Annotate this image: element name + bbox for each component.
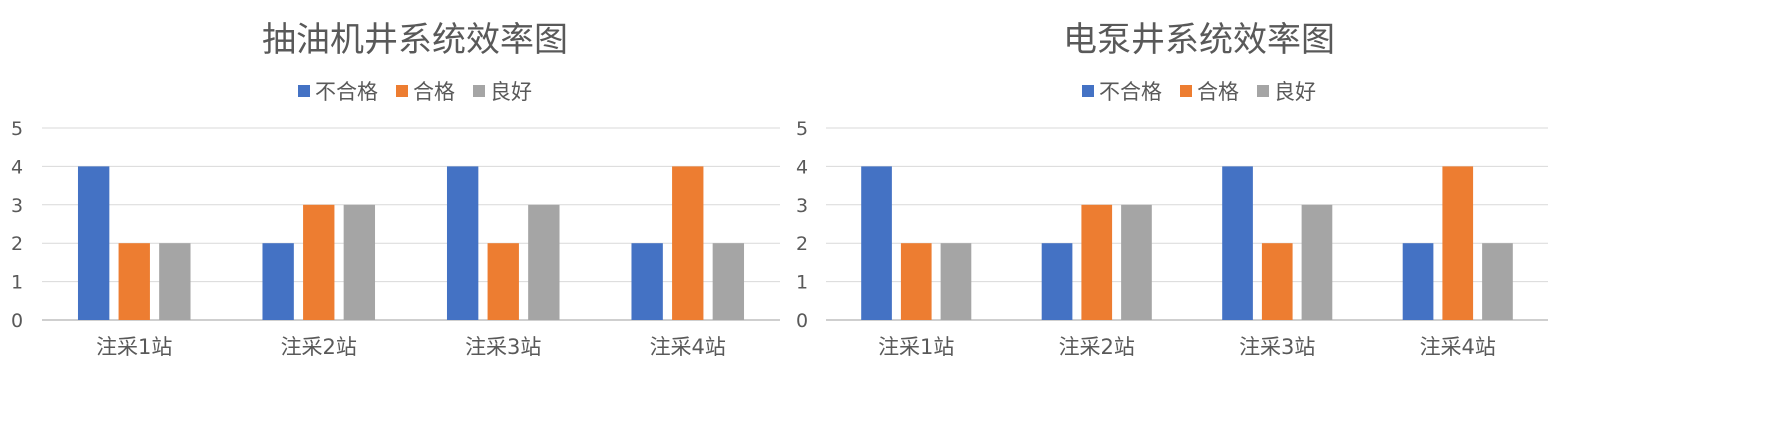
- plot-area: 0 1 2 3 4 5 注采1站 注采2站 注采3站 注采4站: [796, 118, 1548, 359]
- x-tick-label: 注采3站: [465, 335, 541, 359]
- y-tick-label: 3: [796, 195, 808, 217]
- bar: [1081, 204, 1113, 320]
- legend-label: 良好: [1274, 80, 1316, 104]
- bar: [672, 166, 704, 320]
- bar: [861, 166, 892, 320]
- x-tick-label: 注采4站: [1420, 335, 1496, 359]
- legend-label: 良好: [490, 80, 532, 104]
- y-tick-label: 1: [11, 272, 23, 294]
- legend: 不合格 合格 良好: [826, 76, 1572, 106]
- y-tick-label: 0: [11, 310, 23, 332]
- bar: [487, 243, 519, 320]
- legend-swatch: [1180, 85, 1192, 97]
- y-tick-label: 1: [796, 272, 808, 294]
- legend-item: 不合格: [1082, 76, 1162, 106]
- bar: [528, 204, 560, 320]
- x-tick-label: 注采2站: [281, 335, 357, 359]
- y-tick-label: 3: [11, 195, 23, 217]
- legend-item: 良好: [473, 76, 532, 106]
- chart-title: 电泵井系统效率图: [1063, 20, 1335, 60]
- bar: [303, 204, 335, 320]
- legend-label: 不合格: [1099, 80, 1162, 104]
- x-tick-label: 注采4站: [650, 335, 726, 359]
- bar: [1222, 166, 1253, 320]
- bar: [343, 204, 376, 320]
- legend: 不合格 合格 良好: [40, 76, 790, 106]
- legend-swatch: [1082, 85, 1094, 97]
- legend-swatch: [473, 85, 485, 97]
- bar: [118, 243, 150, 320]
- y-tick-label: 5: [11, 118, 23, 140]
- legend-item: 良好: [1257, 76, 1316, 106]
- x-tick-label: 注采2站: [1059, 335, 1135, 359]
- bar: [940, 243, 972, 320]
- legend-item: 不合格: [298, 76, 378, 106]
- bar: [159, 243, 191, 320]
- bar: [1121, 204, 1152, 320]
- bar: [77, 166, 110, 320]
- bar: [900, 243, 932, 320]
- legend-label: 合格: [413, 80, 455, 104]
- bar: [631, 243, 663, 320]
- y-tick-label: 2: [11, 233, 23, 255]
- y-tick-label: 4: [11, 156, 23, 178]
- bar: [1301, 204, 1333, 320]
- chart-left: 抽油机井系统效率图 不合格 合格 良好 0 1 2 3 4 5 注采1站 注采2站 注采3站 注采…: [0, 0, 790, 422]
- bar: [262, 243, 294, 320]
- legend-item: 合格: [396, 76, 455, 106]
- bar: [1482, 243, 1513, 320]
- chart-title: 抽油机井系统效率图: [262, 20, 568, 60]
- y-tick-label: 2: [796, 233, 808, 255]
- x-tick-label: 注采1站: [96, 335, 172, 359]
- legend-label: 不合格: [315, 80, 378, 104]
- bar: [1261, 243, 1293, 320]
- bar: [1442, 166, 1474, 320]
- legend-label: 合格: [1197, 80, 1239, 104]
- y-tick-label: 4: [796, 156, 808, 178]
- x-tick-label: 注采1站: [878, 335, 954, 359]
- legend-swatch: [298, 85, 310, 97]
- x-tick-label: 注采3站: [1239, 335, 1315, 359]
- plot-area: 0 1 2 3 4 5 注采1站 注采2站 注采3站 注采4站: [11, 118, 780, 359]
- y-tick-label: 0: [796, 310, 808, 332]
- bar: [1041, 243, 1073, 320]
- y-tick-label: 5: [796, 118, 808, 140]
- bar: [1402, 243, 1434, 320]
- bar: [712, 243, 745, 320]
- chart-right: 电泵井系统效率图 不合格 合格 良好 0 1 2 3 4 5 注采1站 注采2站 注采3站 注采4…: [786, 0, 1572, 422]
- legend-swatch: [396, 85, 408, 97]
- bar: [446, 166, 479, 320]
- legend-item: 合格: [1180, 76, 1239, 106]
- legend-swatch: [1257, 85, 1269, 97]
